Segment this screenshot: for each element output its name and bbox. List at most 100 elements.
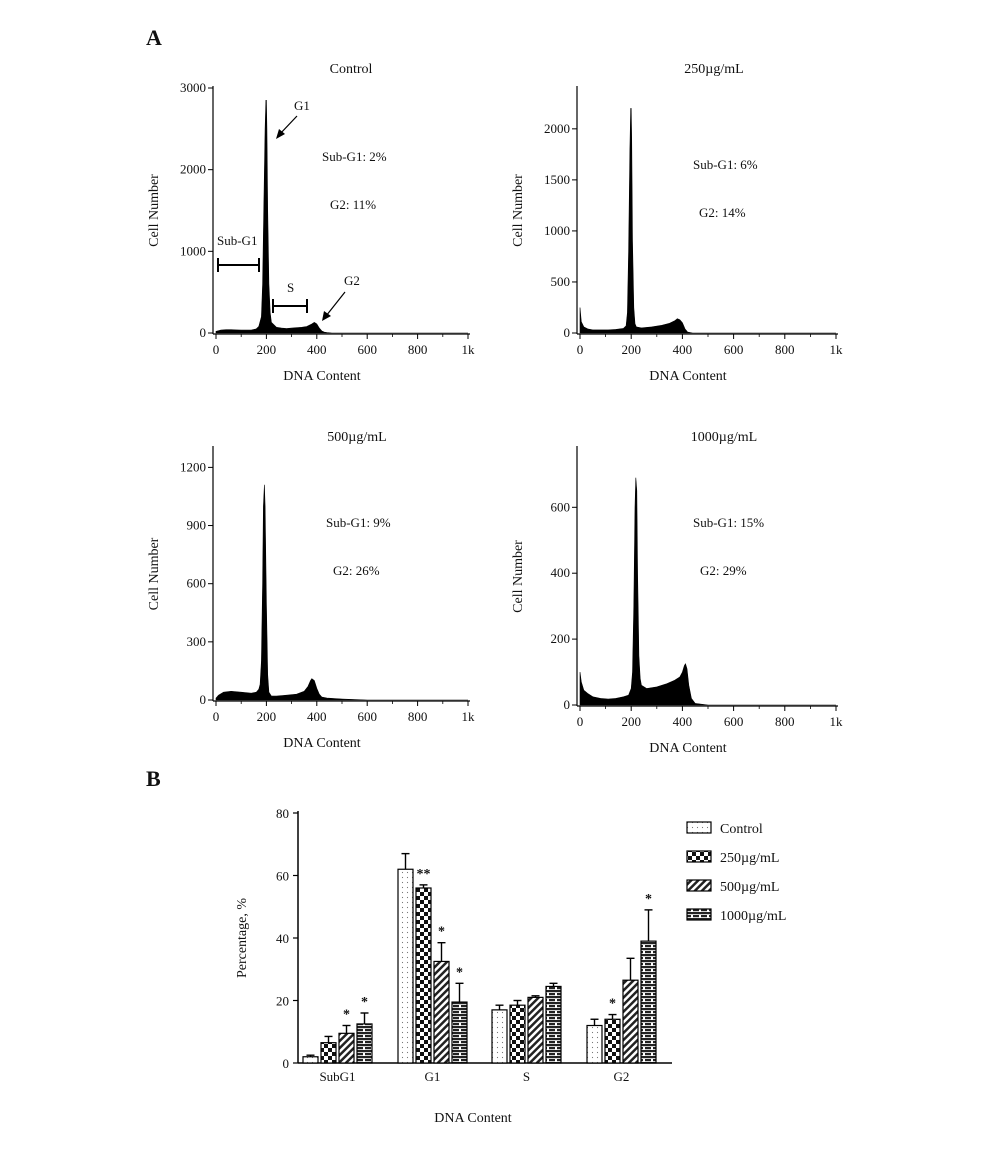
x-tick-label: 200 [257,709,277,724]
x-tick-label: 800 [408,342,428,357]
bar [415,887,432,1064]
y-tick-label: 1500 [544,172,570,187]
y-tick-label: 1000 [180,243,206,258]
s-range-label: S [287,280,294,295]
y-tick-label: 400 [551,565,571,580]
x-tick-label: 1k [830,714,844,729]
histogram-area [215,100,468,334]
x-tick-label: 200 [257,342,277,357]
significance-marker: ** [417,867,431,882]
x-tick-label: 800 [408,709,428,724]
sub-g1-annotation: Sub-G1: 9% [326,515,391,530]
significance-marker: * [645,892,652,907]
bar [302,1056,319,1064]
legend-swatch [686,821,712,834]
x-tick-label: 0 [213,709,220,724]
bar [320,1042,337,1064]
y-tick-label: 900 [187,518,207,533]
bar [433,960,450,1064]
y-tick-label: 20 [276,994,289,1009]
bar [622,979,639,1064]
y-tick-label: 40 [276,931,289,946]
g2-arrow-head [322,311,331,321]
y-tick-label: 80 [276,806,289,821]
x-tick-label: 600 [357,342,377,357]
y-tick-label: 0 [564,325,571,340]
g2-annotation: G2: 14% [699,205,746,220]
sub-g1-annotation: Sub-G1: 6% [693,157,758,172]
y-tick-label: 3000 [180,80,206,95]
histogram-area [579,477,836,706]
histogram-4: 0 200 400 600 800 1k 0 200 400 600 1000µg/mL DNA Co… [511,430,843,756]
panel-a-label: A [146,25,162,50]
histogram-3: 0 200 400 600 800 1k 0 300 600 900 1200 500µg/mL DNA… [147,430,475,751]
y-tick-label: 60 [276,869,289,884]
panel-b-label: B [146,766,161,791]
y-tick-label: 1000 [544,223,570,238]
bar [586,1024,603,1064]
sub-g1-annotation: Sub-G1: 2% [322,149,387,164]
x-tick-label: 1k [830,342,844,357]
histogram-title: 1000µg/mL [691,430,757,445]
x-axis-title: DNA Content [649,741,727,756]
legend-label: 500µg/mL [720,880,779,895]
x-tick-label: 0 [577,342,584,357]
bar [604,1018,621,1064]
significance-marker: * [438,925,445,940]
g2-peak-label: G2 [344,273,360,288]
histogram-1: 0 200 400 600 800 1k 0 1000 2000 3000 Control DNA C… [147,62,475,384]
x-tick-label: 0 [213,342,220,357]
legend-label: 250µg/mL [720,851,779,866]
y-tick-label: 300 [187,634,207,649]
x-tick-label: 0 [577,714,584,729]
y-tick-label: 1200 [180,459,206,474]
bar [338,1032,355,1064]
histogram-area [215,484,468,701]
legend-label: 1000µg/mL [720,909,786,924]
x-axis-title: DNA Content [283,369,361,384]
y-tick-label: 600 [551,499,571,514]
category-label: G1 [425,1069,441,1084]
legend-swatch [686,879,712,892]
y-tick-label: 200 [551,631,571,646]
x-tick-label: 600 [724,714,744,729]
g1-arrow-head [276,129,285,139]
bar [545,985,562,1064]
significance-marker: * [343,1008,350,1023]
histogram-area [579,108,836,334]
y-tick-label: 2000 [544,121,570,136]
x-tick-label: 800 [775,714,795,729]
bar [509,1004,526,1064]
histogram-title: Control [330,62,373,77]
g2-annotation: G2: 29% [700,563,747,578]
y-axis-title: Cell Number [147,537,162,610]
x-tick-label: 400 [307,709,327,724]
y-tick-label: 500 [551,274,571,289]
y-axis-title: Percentage, % [235,898,250,978]
sub-g1-annotation: Sub-G1: 15% [693,515,764,530]
bar [397,868,414,1064]
x-tick-label: 400 [673,714,693,729]
x-tick-label: 600 [357,709,377,724]
y-tick-label: 0 [200,325,207,340]
bar [451,1001,468,1064]
g2-arrow-line [325,291,346,317]
x-axis-title: DNA Content [434,1111,512,1126]
x-tick-label: 400 [673,342,693,357]
y-tick-label: 0 [564,697,571,712]
g2-annotation: G2: 26% [333,563,380,578]
bar [356,1023,373,1064]
x-tick-label: 800 [775,342,795,357]
y-tick-label: 0 [283,1056,290,1071]
x-tick-label: 1k [462,342,476,357]
category-label: S [523,1069,530,1084]
significance-marker: * [609,997,616,1012]
x-axis-title: DNA Content [283,736,361,751]
bar [640,940,657,1064]
y-axis-title: Cell Number [147,174,162,247]
y-axis-title: Cell Number [511,540,526,613]
legend-label: Control [720,822,763,837]
legend-swatch [686,850,712,863]
